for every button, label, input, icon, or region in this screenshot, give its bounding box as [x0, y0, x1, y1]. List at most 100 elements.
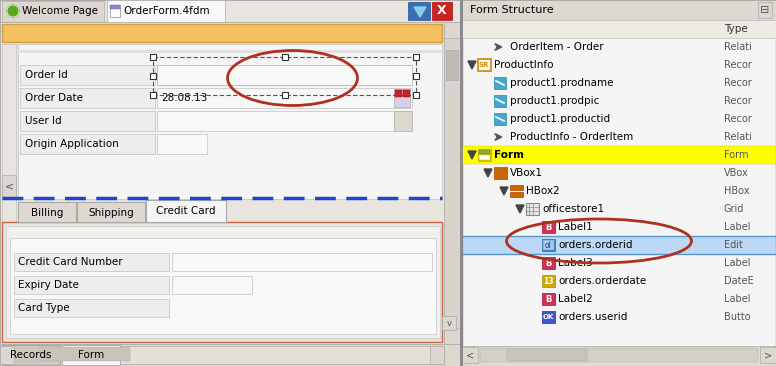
- Bar: [18, 50, 442, 53]
- Text: Recor: Recor: [724, 114, 752, 124]
- Bar: [430, 346, 444, 364]
- Text: orders.userid: orders.userid: [558, 312, 627, 322]
- Bar: [10, 238, 436, 334]
- Bar: [394, 89, 410, 107]
- Bar: [395, 90, 402, 97]
- Bar: [543, 240, 554, 250]
- Bar: [413, 73, 419, 79]
- Text: Origin Application: Origin Application: [25, 139, 119, 149]
- Bar: [2, 222, 442, 342]
- Bar: [40, 347, 130, 361]
- Bar: [172, 276, 252, 294]
- Bar: [62, 345, 120, 365]
- Bar: [480, 348, 758, 362]
- Bar: [6, 226, 440, 338]
- Bar: [77, 202, 145, 222]
- Text: HBox2: HBox2: [526, 186, 559, 196]
- Text: Form: Form: [78, 350, 104, 360]
- Bar: [760, 347, 776, 363]
- Bar: [172, 253, 432, 271]
- Bar: [14, 276, 169, 294]
- Polygon shape: [516, 205, 524, 213]
- Text: orders.orderdate: orders.orderdate: [558, 276, 646, 286]
- Bar: [2, 175, 16, 197]
- Bar: [150, 54, 156, 60]
- Bar: [462, 347, 478, 363]
- Bar: [479, 150, 490, 154]
- Bar: [494, 113, 506, 125]
- Polygon shape: [500, 187, 508, 195]
- Bar: [14, 253, 169, 271]
- Bar: [282, 92, 287, 98]
- Bar: [403, 90, 410, 97]
- Text: v: v: [446, 318, 452, 328]
- Bar: [444, 22, 460, 344]
- Bar: [150, 92, 156, 98]
- Bar: [2, 44, 16, 300]
- Polygon shape: [414, 7, 426, 17]
- Text: Recor: Recor: [724, 78, 752, 88]
- Text: Billing: Billing: [31, 208, 63, 218]
- Text: Label1: Label1: [558, 222, 593, 232]
- Text: Order Date: Order Date: [25, 93, 83, 103]
- Text: officestore1: officestore1: [542, 204, 605, 214]
- Bar: [510, 192, 523, 197]
- Bar: [446, 50, 458, 80]
- Text: Edit: Edit: [724, 240, 743, 250]
- Text: ProductInfo: ProductInfo: [494, 60, 553, 70]
- Bar: [507, 349, 587, 361]
- Bar: [20, 88, 155, 108]
- Text: DateE: DateE: [724, 276, 753, 286]
- Bar: [18, 44, 442, 199]
- Bar: [494, 77, 506, 89]
- Bar: [542, 221, 555, 233]
- Bar: [462, 0, 776, 366]
- Bar: [444, 22, 460, 38]
- Bar: [542, 257, 555, 269]
- Text: B: B: [545, 258, 551, 268]
- Text: Recor: Recor: [724, 96, 752, 106]
- Text: OrderItem - Order: OrderItem - Order: [510, 42, 604, 52]
- Bar: [20, 65, 155, 85]
- Bar: [2, 24, 442, 42]
- Text: OK: OK: [542, 314, 554, 320]
- Text: Order Id: Order Id: [25, 70, 68, 80]
- Bar: [0, 0, 460, 366]
- Circle shape: [7, 5, 19, 17]
- Bar: [2, 345, 60, 365]
- Text: Form: Form: [724, 150, 749, 160]
- Text: Label: Label: [724, 294, 750, 304]
- Bar: [462, 20, 776, 38]
- Bar: [542, 275, 555, 287]
- Bar: [462, 346, 776, 366]
- Bar: [462, 146, 776, 164]
- Text: B: B: [545, 295, 551, 303]
- Text: Form Structure: Form Structure: [470, 5, 553, 15]
- Bar: [20, 134, 155, 154]
- Bar: [462, 0, 776, 20]
- Polygon shape: [468, 151, 476, 159]
- Bar: [501, 167, 507, 179]
- Bar: [18, 202, 76, 222]
- Bar: [0, 0, 460, 22]
- Bar: [0, 344, 460, 366]
- Bar: [526, 203, 539, 215]
- Text: VBox: VBox: [724, 168, 749, 178]
- Text: Grid: Grid: [724, 204, 744, 214]
- Bar: [479, 155, 490, 160]
- Text: Expiry Date: Expiry Date: [18, 280, 79, 290]
- Bar: [0, 346, 14, 364]
- Text: Card Type: Card Type: [18, 303, 70, 313]
- Text: Recor: Recor: [724, 60, 752, 70]
- Text: <: <: [5, 181, 14, 191]
- Text: Label: Label: [724, 222, 750, 232]
- Text: <: <: [466, 350, 474, 360]
- Bar: [542, 311, 555, 323]
- Bar: [542, 239, 555, 251]
- Text: HBox: HBox: [724, 186, 750, 196]
- Bar: [0, 22, 444, 344]
- Text: Records: Records: [10, 350, 52, 360]
- Text: product1.prodpic: product1.prodpic: [510, 96, 599, 106]
- Text: User Id: User Id: [25, 116, 61, 126]
- Bar: [460, 0, 462, 366]
